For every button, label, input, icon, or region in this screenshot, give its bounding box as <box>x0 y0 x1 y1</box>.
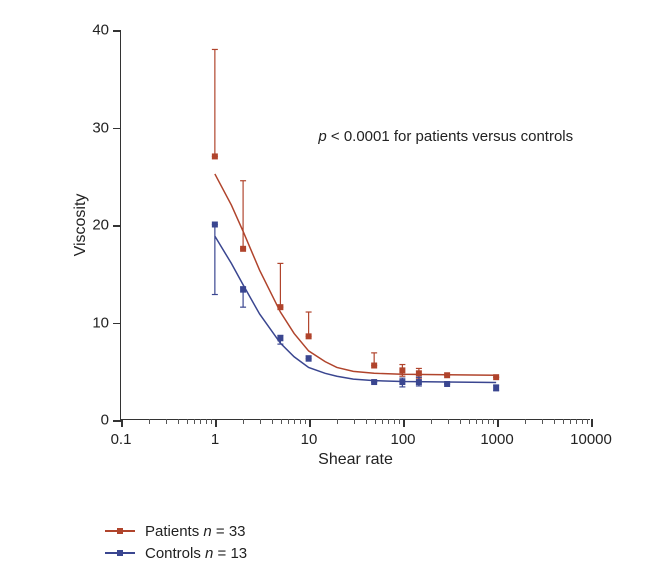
x-tick <box>215 419 217 427</box>
legend-line <box>105 530 135 532</box>
data-marker <box>371 379 377 385</box>
data-marker <box>212 222 218 228</box>
x-tick-minor <box>388 419 389 424</box>
y-tick <box>113 225 121 227</box>
x-tick-minor <box>570 419 571 424</box>
y-tick <box>113 323 121 325</box>
x-tick-minor <box>469 419 470 424</box>
x-tick-minor <box>288 419 289 424</box>
data-marker <box>416 379 422 385</box>
x-tick-minor <box>194 419 195 424</box>
legend: Patients n = 33 Controls n = 13 <box>105 520 247 564</box>
y-tick-label: 40 <box>92 22 109 39</box>
legend-line <box>105 552 135 554</box>
legend-row: Controls n = 13 <box>105 542 247 564</box>
x-tick-label: 1 <box>211 431 219 448</box>
x-tick-minor <box>582 419 583 424</box>
x-tick-minor <box>337 419 338 424</box>
x-tick-minor <box>375 419 376 424</box>
series-fit-line <box>215 236 496 382</box>
x-tick-minor <box>482 419 483 424</box>
x-tick-minor <box>149 419 150 424</box>
legend-marker <box>117 550 123 556</box>
x-tick-label: 1000 <box>480 431 513 448</box>
x-tick-minor <box>476 419 477 424</box>
x-tick <box>403 419 405 427</box>
data-marker <box>240 246 246 252</box>
series-fit-line <box>215 174 496 375</box>
p-annotation-rest: < 0.0001 for patients versus controls <box>327 128 573 145</box>
x-tick <box>121 419 123 427</box>
data-marker <box>240 287 246 293</box>
x-tick-minor <box>576 419 577 424</box>
p-annotation-italic: p <box>318 128 326 145</box>
data-marker <box>444 372 450 378</box>
x-tick <box>309 419 311 427</box>
y-tick-label: 10 <box>92 314 109 331</box>
x-tick-minor <box>587 419 588 424</box>
p-annotation: p < 0.0001 for patients versus controls <box>318 128 573 145</box>
x-tick-minor <box>563 419 564 424</box>
y-tick <box>113 420 121 422</box>
legend-text: Controls n = 13 <box>145 545 247 562</box>
x-tick-label: 100 <box>390 431 415 448</box>
data-marker <box>493 374 499 380</box>
x-tick-minor <box>211 419 212 424</box>
data-marker <box>493 385 499 391</box>
data-marker <box>277 335 283 341</box>
data-marker <box>371 363 377 369</box>
legend-row: Patients n = 33 <box>105 520 247 542</box>
x-tick-minor <box>206 419 207 424</box>
y-tick <box>113 128 121 130</box>
data-marker <box>416 370 422 376</box>
plot-area: Viscosity Shear rate p < 0.0001 for pati… <box>120 30 590 420</box>
x-tick-minor <box>200 419 201 424</box>
data-marker <box>212 153 218 159</box>
x-tick-minor <box>166 419 167 424</box>
x-tick-minor <box>448 419 449 424</box>
x-tick-label: 0.1 <box>111 431 132 448</box>
x-tick-minor <box>542 419 543 424</box>
x-tick-minor <box>399 419 400 424</box>
x-tick-minor <box>460 419 461 424</box>
x-tick-minor <box>300 419 301 424</box>
y-tick <box>113 30 121 32</box>
y-tick-label: 30 <box>92 119 109 136</box>
data-marker <box>306 356 312 362</box>
x-tick-minor <box>272 419 273 424</box>
x-tick-minor <box>554 419 555 424</box>
y-tick-label: 0 <box>101 412 109 429</box>
data-marker <box>277 304 283 310</box>
x-tick-minor <box>431 419 432 424</box>
x-tick <box>497 419 499 427</box>
x-tick-minor <box>525 419 526 424</box>
legend-marker <box>117 528 123 534</box>
x-tick-minor <box>366 419 367 424</box>
x-tick-minor <box>488 419 489 424</box>
data-marker <box>399 367 405 373</box>
x-tick-minor <box>354 419 355 424</box>
x-tick-minor <box>382 419 383 424</box>
y-tick-label: 20 <box>92 217 109 234</box>
x-tick-minor <box>294 419 295 424</box>
x-tick-minor <box>187 419 188 424</box>
legend-text: Patients n = 33 <box>145 523 246 540</box>
plot-svg <box>121 30 590 419</box>
data-marker <box>399 379 405 385</box>
x-axis-label: Shear rate <box>318 451 393 469</box>
x-tick-minor <box>260 419 261 424</box>
y-axis-label: Viscosity <box>72 193 90 256</box>
data-marker <box>306 333 312 339</box>
data-marker <box>444 381 450 387</box>
x-tick-minor <box>394 419 395 424</box>
chart-container: Viscosity Shear rate p < 0.0001 for pati… <box>70 20 610 460</box>
x-tick-minor <box>243 419 244 424</box>
x-tick-label: 10 <box>301 431 318 448</box>
x-tick-label: 10000 <box>570 431 612 448</box>
x-tick-minor <box>305 419 306 424</box>
x-tick-minor <box>178 419 179 424</box>
x-tick-minor <box>493 419 494 424</box>
x-tick-minor <box>281 419 282 424</box>
x-tick <box>591 419 593 427</box>
